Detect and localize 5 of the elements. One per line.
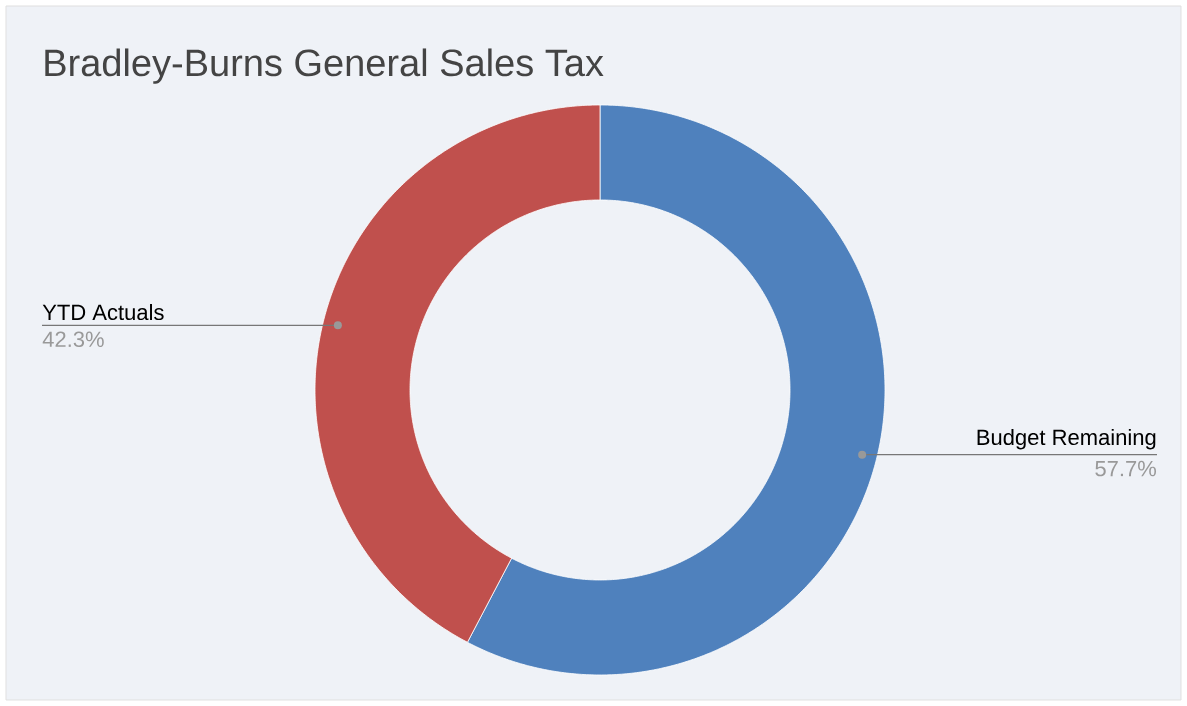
data-label: 57.7% (1095, 460, 1157, 477)
chart-title: Bradley-Burns General Sales Tax (45, 48, 604, 84)
slice-label: Budget Remaining (977, 428, 1156, 450)
slice-label: YTD Actuals (42, 303, 164, 321)
data-label: 42.3% (42, 331, 104, 348)
